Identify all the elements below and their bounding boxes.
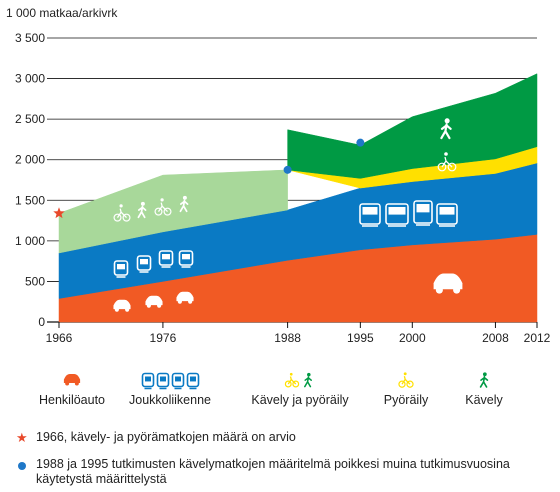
y-tick-label: 2 000 — [15, 153, 45, 167]
bicycle-icon — [113, 204, 131, 222]
area-joukkoliikenne — [58, 162, 538, 299]
legend-label: Henkilöauto — [39, 393, 105, 407]
bicycle-icon — [398, 372, 414, 388]
transit-icon — [171, 372, 185, 390]
car-icon — [176, 291, 194, 304]
x-tick-label: 2000 — [399, 331, 426, 345]
y-tick-label: 500 — [25, 274, 45, 288]
pedestrian-icon — [304, 372, 312, 388]
transit-icon — [136, 255, 152, 273]
car-icon — [63, 374, 81, 386]
pedestrian-icon — [440, 118, 452, 140]
y-tick-label: 1 500 — [15, 193, 45, 207]
x-tick-label: 2008 — [482, 331, 509, 345]
transit-icon — [436, 203, 458, 227]
y-tick-labels: 0 500 1 000 1 500 2 000 2 500 3 000 3 500 — [15, 31, 45, 329]
y-axis-label: 1 000 matkaa/arkivrk — [6, 6, 118, 20]
transit-icon — [141, 372, 155, 390]
pedestrian-icon — [137, 201, 147, 219]
legend-label: Joukkoliikenne — [129, 393, 211, 407]
stacked-areas — [58, 73, 538, 323]
legend-label: Pyöräily — [384, 393, 429, 407]
dot-icon — [18, 462, 26, 470]
bicycle-icon — [284, 372, 300, 388]
transit-icon — [186, 372, 200, 390]
car-icon — [145, 295, 163, 308]
note-star-text: 1966, kävely- ja pyörämatkojen määrä on … — [36, 430, 296, 444]
y-tick-label: 1 000 — [15, 234, 45, 248]
y-tick-label: 2 500 — [15, 112, 45, 126]
area-kävely-ja-pyöräily — [58, 169, 288, 254]
area-kävely — [287, 73, 538, 179]
transit-icon — [359, 203, 381, 227]
x-tick-labels: 1966 1976 1988 1995 2000 2008 2012 — [46, 331, 551, 345]
transit-icon — [158, 250, 174, 268]
car-icon — [433, 273, 463, 294]
legend-label: Kävely — [465, 393, 503, 407]
car-icon — [113, 299, 131, 312]
data-markers — [53, 138, 365, 219]
transit-icon — [113, 260, 129, 278]
x-tick-label: 1966 — [46, 331, 73, 345]
x-tick-label: 1976 — [150, 331, 177, 345]
bicycle-icon — [437, 152, 457, 172]
x-tick-label: 1995 — [347, 331, 374, 345]
y-tick-label: 3 000 — [15, 72, 45, 86]
y-tick-label: 0 — [38, 315, 45, 329]
transit-icon — [178, 250, 194, 268]
star-marker — [53, 207, 65, 219]
transit-icon — [413, 200, 433, 226]
note-dot-text: 1988 ja 1995 tutkimusten kävelymatkojen … — [36, 457, 510, 486]
axes — [58, 322, 538, 328]
dot-marker — [283, 165, 292, 174]
pedestrian-icon — [179, 195, 189, 213]
x-tick-label: 2012 — [524, 331, 551, 345]
legend: Henkilöauto Joukkoliikenne Kävely ja pyörä… — [39, 372, 504, 407]
bicycle-icon — [154, 198, 172, 216]
y-tick-label: 3 500 — [15, 31, 45, 45]
x-tick-label: 1988 — [274, 331, 301, 345]
dot-marker — [356, 138, 365, 147]
transit-icon — [385, 203, 409, 227]
star-icon: ★ — [16, 430, 28, 445]
transit-icon — [156, 372, 170, 390]
pedestrian-icon — [479, 372, 489, 388]
legend-label: Kävely ja pyöräily — [251, 393, 349, 407]
area-icons — [113, 118, 463, 312]
